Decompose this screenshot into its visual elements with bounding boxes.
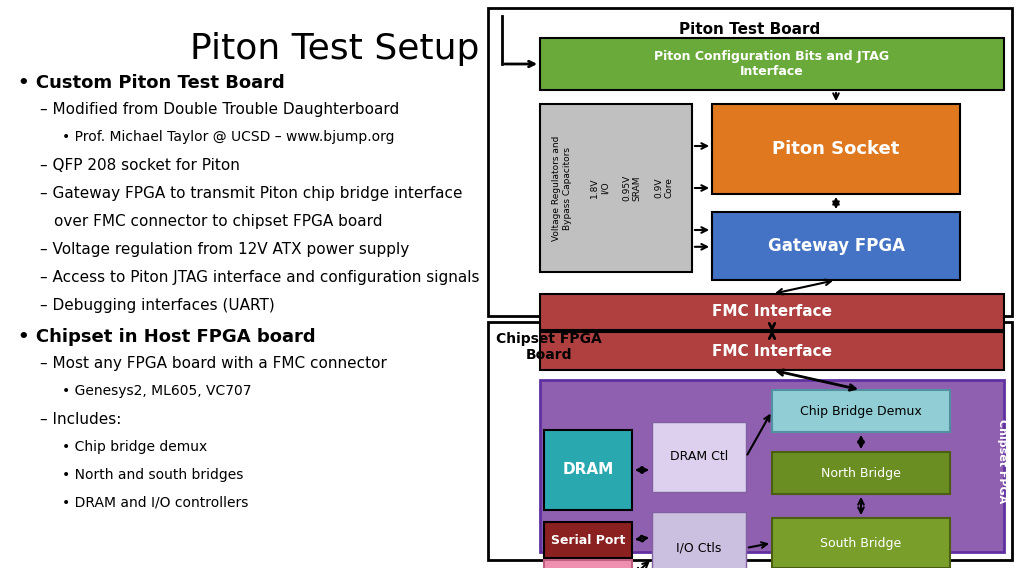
Text: – Includes:: – Includes:	[40, 412, 122, 427]
Text: Piton Socket: Piton Socket	[772, 140, 900, 158]
Text: South Bridge: South Bridge	[820, 537, 901, 549]
Text: over FMC connector to chipset FPGA board: over FMC connector to chipset FPGA board	[54, 214, 383, 229]
Text: 0.9V
Core: 0.9V Core	[654, 178, 674, 198]
Bar	[652, 512, 746, 568]
Bar	[772, 452, 950, 494]
Text: Chip Bridge Demux: Chip Bridge Demux	[800, 404, 922, 417]
Text: North Bridge: North Bridge	[821, 466, 901, 479]
Bar	[488, 322, 1012, 560]
Bar	[544, 430, 632, 510]
Bar	[540, 38, 1004, 90]
Bar	[540, 294, 1004, 330]
Text: Piton Test Board: Piton Test Board	[679, 22, 820, 37]
Text: Chipset FPGA: Chipset FPGA	[997, 419, 1007, 503]
Bar	[540, 380, 1004, 552]
Bar	[540, 104, 692, 272]
Bar	[712, 212, 961, 280]
Text: Voltage Regulators and
Bypass Capacitors: Voltage Regulators and Bypass Capacitors	[552, 135, 571, 241]
Text: • North and south bridges: • North and south bridges	[62, 468, 244, 482]
Text: I/O Ctls: I/O Ctls	[676, 541, 722, 554]
Text: DRAM Ctl: DRAM Ctl	[670, 450, 728, 463]
Text: Gateway FPGA: Gateway FPGA	[768, 237, 904, 255]
Bar	[652, 422, 746, 492]
Bar	[772, 518, 950, 568]
Text: – Debugging interfaces (UART): – Debugging interfaces (UART)	[40, 298, 274, 313]
Text: • Custom Piton Test Board: • Custom Piton Test Board	[18, 74, 285, 92]
Text: Chipset FPGA
Board: Chipset FPGA Board	[496, 332, 602, 362]
Bar	[488, 8, 1012, 316]
Text: – Modified from Double Trouble Daughterboard: – Modified from Double Trouble Daughterb…	[40, 102, 399, 117]
Text: • DRAM and I/O controllers: • DRAM and I/O controllers	[62, 496, 249, 510]
Text: 0.95V
SRAM: 0.95V SRAM	[623, 175, 642, 201]
Text: • Chip bridge demux: • Chip bridge demux	[62, 440, 207, 454]
Text: • Genesys2, ML605, VC707: • Genesys2, ML605, VC707	[62, 384, 252, 398]
Bar	[540, 332, 1004, 370]
Text: FMC Interface: FMC Interface	[712, 304, 831, 319]
Bar	[712, 104, 961, 194]
Text: – Access to Piton JTAG interface and configuration signals: – Access to Piton JTAG interface and con…	[40, 270, 479, 285]
Text: • Chipset in Host FPGA board: • Chipset in Host FPGA board	[18, 328, 315, 346]
Bar	[544, 560, 632, 568]
Text: – Gateway FPGA to transmit Piton chip bridge interface: – Gateway FPGA to transmit Piton chip br…	[40, 186, 463, 201]
Text: – QFP 208 socket for Piton: – QFP 208 socket for Piton	[40, 158, 240, 173]
Text: Piton Configuration Bits and JTAG
Interface: Piton Configuration Bits and JTAG Interf…	[654, 50, 890, 78]
Text: FMC Interface: FMC Interface	[712, 344, 831, 358]
Bar	[772, 390, 950, 432]
Text: • Prof. Michael Taylor @ UCSD – www.bjump.org: • Prof. Michael Taylor @ UCSD – www.bjum…	[62, 130, 394, 144]
Text: 1.8V
I/O: 1.8V I/O	[590, 178, 609, 198]
Text: Piton Test Setup: Piton Test Setup	[190, 32, 479, 66]
Text: – Voltage regulation from 12V ATX power supply: – Voltage regulation from 12V ATX power …	[40, 242, 410, 257]
Text: – Most any FPGA board with a FMC connector: – Most any FPGA board with a FMC connect…	[40, 356, 387, 371]
Text: DRAM: DRAM	[562, 462, 613, 478]
Text: Serial Port: Serial Port	[551, 533, 626, 546]
Bar	[544, 522, 632, 558]
